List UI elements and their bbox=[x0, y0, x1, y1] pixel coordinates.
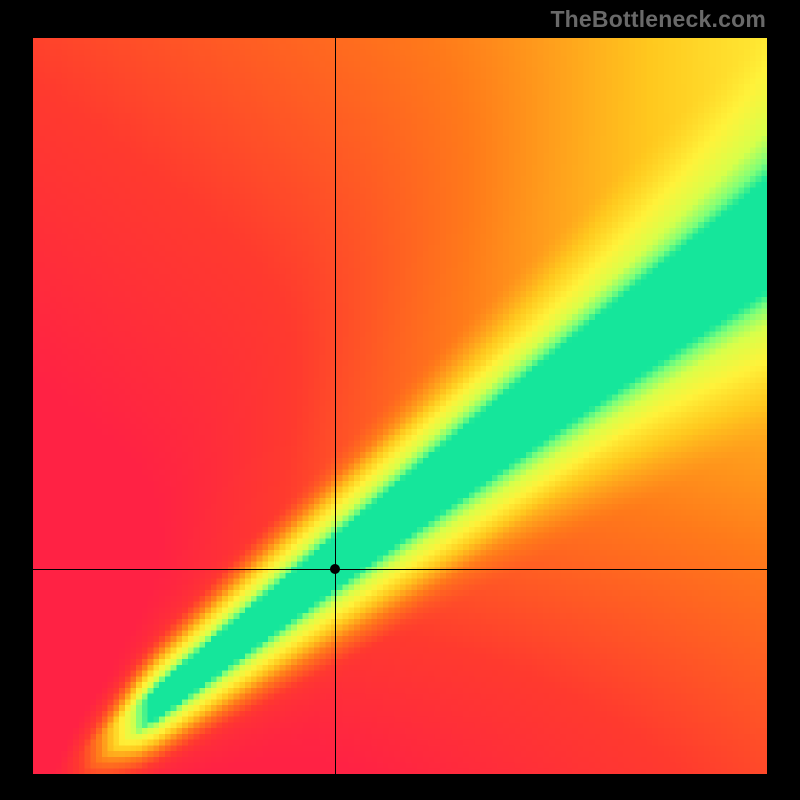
crosshair-vertical-line bbox=[335, 38, 336, 774]
watermark-text: TheBottleneck.com bbox=[550, 6, 766, 33]
crosshair-horizontal-line bbox=[33, 569, 767, 570]
heatmap-canvas bbox=[33, 38, 767, 774]
heatmap-plot-area bbox=[33, 38, 767, 774]
chart-container: { "watermark": { "text": "TheBottleneck.… bbox=[0, 0, 800, 800]
